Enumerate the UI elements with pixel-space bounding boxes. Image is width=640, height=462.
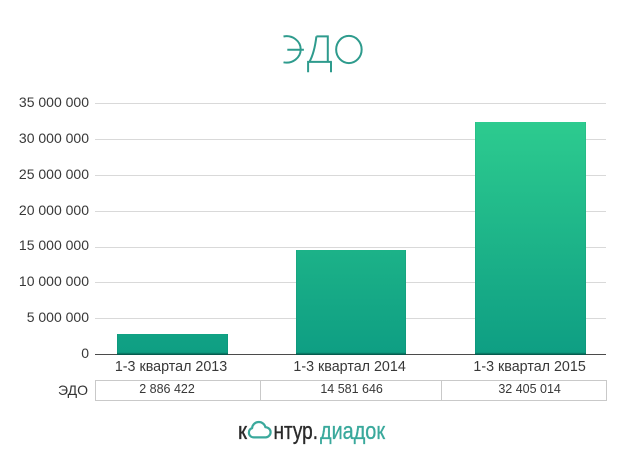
svg-text:диадок: диадок [320, 418, 385, 445]
svg-text:к: к [238, 418, 247, 445]
svg-text:нтур.: нтур. [274, 418, 319, 445]
